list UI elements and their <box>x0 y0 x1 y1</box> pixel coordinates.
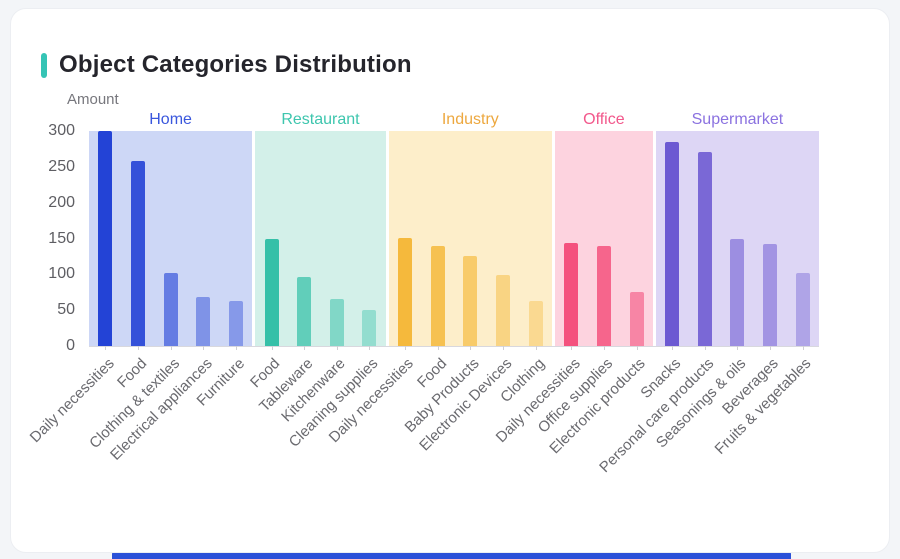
y-axis-tick: 50 <box>57 301 75 319</box>
x-axis-tick <box>405 346 407 350</box>
bar-office-electronic-products[interactable] <box>629 292 644 346</box>
x-axis-tick <box>770 346 772 350</box>
y-axis-tick: 100 <box>48 265 75 283</box>
x-axis-tick <box>802 346 804 350</box>
bar-supermarket-personal-care-products[interactable] <box>697 151 712 346</box>
x-axis-tick <box>704 346 706 350</box>
bar-supermarket-snacks[interactable] <box>665 141 680 346</box>
x-axis-tick <box>571 346 573 350</box>
bar-slot: Daily necessities <box>492 131 588 446</box>
bar-home-daily-necessities[interactable] <box>98 131 113 346</box>
bar-slot: Furniture <box>193 131 253 409</box>
bar-home-furniture[interactable] <box>228 300 243 346</box>
bar-restaurant-cleaning-supplies[interactable] <box>362 310 377 346</box>
bar-industry-clothing[interactable] <box>528 300 543 346</box>
y-axis: 300 250 200 150 100 50 0 <box>11 122 79 354</box>
bar-home-electrical-appliances[interactable] <box>196 297 211 346</box>
bar-office-office-supplies[interactable] <box>596 246 611 346</box>
bar-restaurant-food[interactable] <box>264 239 279 346</box>
x-axis-tick <box>470 346 472 350</box>
bar-slot: Kitchenware <box>278 131 353 425</box>
x-axis-tick <box>636 346 638 350</box>
title-accent-bar <box>41 52 47 78</box>
x-axis-tick <box>603 346 605 350</box>
bar-home-food[interactable] <box>130 161 145 346</box>
bar-supermarket-seasonings-oils[interactable] <box>730 239 745 346</box>
y-axis-tick: 0 <box>66 337 75 354</box>
bottom-accent-bar <box>112 551 791 559</box>
title-row: Object Categories Distribution <box>41 51 412 79</box>
x-axis-tick <box>304 346 306 350</box>
group-band-industry: Daily necessities Food Baby Products Electr… <box>326 131 552 454</box>
group-band-supermarket: Snacks Personal care products Seasonings &… <box>596 131 820 476</box>
y-axis-tick: 200 <box>48 193 75 211</box>
group-label-office: Office <box>583 111 625 128</box>
bar-slot: Clothing & textiles <box>86 131 187 452</box>
bar-slot: Tableware <box>256 131 321 415</box>
x-axis-tick <box>137 346 139 350</box>
x-axis-tick <box>170 346 172 350</box>
bar-slot: Food <box>114 131 155 391</box>
x-axis-tick <box>437 346 439 350</box>
bar-restaurant-kitchenware[interactable] <box>329 299 344 346</box>
y-axis-tick: 300 <box>48 122 75 139</box>
bar-slot: Cleaning supplies <box>286 131 386 451</box>
plot-area: Daily necessities Food Clothing & textiles… <box>26 131 820 476</box>
bar-slot: Daily necessities <box>26 131 122 446</box>
x-axis-tick <box>336 346 338 350</box>
bar-slot: Baby Products <box>401 131 487 436</box>
group-label-industry: Industry <box>441 111 499 128</box>
bar-slot: Fruits & vegetables <box>712 131 819 458</box>
bar-supermarket-beverages[interactable] <box>763 244 778 346</box>
bar-slot: Food <box>414 131 454 391</box>
bar-slot: Food <box>247 131 288 391</box>
bar-industry-baby-products[interactable] <box>463 256 478 346</box>
bar-slot: Beverages <box>719 131 787 418</box>
bar-slot: Seasonings & oils <box>653 131 754 451</box>
y-axis-tick: 150 <box>48 229 75 247</box>
bar-slot: Snacks <box>637 131 689 402</box>
bar-industry-food[interactable] <box>430 246 445 346</box>
bar-slot: Electronic products <box>546 131 653 457</box>
bar-restaurant-tableware[interactable] <box>297 277 312 346</box>
y-axis-tick: 250 <box>48 157 75 175</box>
group-label-home: Home <box>149 111 192 128</box>
bar-slot: Electronic Devices <box>416 131 520 454</box>
group-labels-row: Home Restaurant Industry Office Supermarket <box>89 109 819 131</box>
x-axis-tick <box>235 346 237 350</box>
bar-industry-daily-necessities[interactable] <box>398 237 413 346</box>
x-axis-tick <box>737 346 739 350</box>
group-band-office: Daily necessities Office supplies Electron… <box>492 131 653 457</box>
bar-slot: Personal care products <box>596 131 721 476</box>
x-axis-tick <box>105 346 107 350</box>
bar-slot: Office supplies <box>535 131 621 436</box>
bar-slot: Clothing <box>497 131 552 406</box>
bar-supermarket-fruits-vegetables[interactable] <box>795 272 810 346</box>
bar-office-daily-necessities[interactable] <box>564 242 579 346</box>
group-label-supermarket: Supermarket <box>691 111 784 128</box>
page-title: Object Categories Distribution <box>59 51 412 78</box>
group-band-restaurant: Food Tableware Kitchenware Cleaning supplie… <box>247 131 386 451</box>
x-axis-tick <box>271 346 273 350</box>
bar-slot: Electrical appliances <box>107 131 220 464</box>
x-axis-tick <box>535 346 537 350</box>
y-axis-title: Amount <box>67 91 119 108</box>
bar-slot: Daily necessities <box>326 131 422 446</box>
x-axis-tick <box>672 346 674 350</box>
bar-industry-electronic-devices[interactable] <box>495 275 510 346</box>
group-band-home: Daily necessities Food Clothing & textiles… <box>26 131 253 464</box>
x-axis-tick <box>369 346 371 350</box>
x-axis-tick <box>203 346 205 350</box>
group-label-restaurant: Restaurant <box>281 111 360 128</box>
chart-card: Object Categories Distribution Amount Ho… <box>10 8 890 553</box>
x-axis-tick <box>502 346 504 350</box>
bar-home-clothing-textiles[interactable] <box>163 272 178 346</box>
